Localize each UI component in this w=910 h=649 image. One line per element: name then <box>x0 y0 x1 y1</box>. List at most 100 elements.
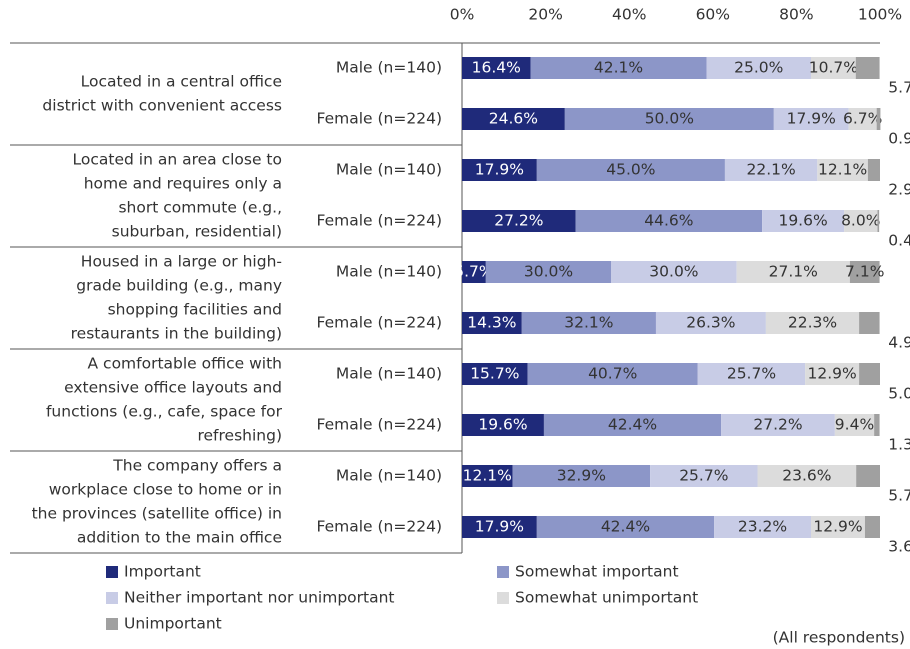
group-label: Housed in a large or high- <box>81 253 282 271</box>
value-label: 25.7% <box>679 467 728 485</box>
row-label: Male (n=140) <box>336 365 442 383</box>
group-label: functions (e.g., cafe, space for <box>46 403 283 421</box>
legend-swatch <box>106 618 118 630</box>
bar-segment <box>714 516 812 538</box>
value-label: 26.3% <box>686 314 735 332</box>
value-label: 24.6% <box>489 110 538 128</box>
legend-label: Somewhat important <box>515 563 679 581</box>
value-label: 0.4% <box>888 232 910 250</box>
value-label: 0.9% <box>888 130 910 148</box>
bar-segment <box>462 57 531 79</box>
x-tick-label: 0% <box>450 6 475 24</box>
group-label: addition to the main office <box>77 529 282 547</box>
group-label: short commute (e.g., <box>118 199 282 217</box>
bar-segment <box>859 363 880 385</box>
bar-segment <box>724 159 818 181</box>
group-label: extensive office layouts and <box>64 379 282 397</box>
bar-segment <box>462 312 522 334</box>
bar-segment <box>817 159 868 181</box>
row-label: Female (n=224) <box>317 416 442 434</box>
group-label: suburban, residential) <box>112 223 282 241</box>
value-label: 23.6% <box>782 467 831 485</box>
bar-segment <box>834 414 875 436</box>
value-label: 12.1% <box>818 161 867 179</box>
value-label: 9.4% <box>835 416 874 434</box>
value-label: 17.9% <box>475 161 524 179</box>
value-label: 1.3% <box>888 436 910 454</box>
value-label: 7.1% <box>845 263 884 281</box>
group-label: Located in an area close to <box>73 151 282 169</box>
bar-segment <box>462 159 537 181</box>
group-label: Located in a central office <box>81 73 282 91</box>
row-label: Female (n=224) <box>317 212 442 230</box>
value-label: 5.0% <box>888 385 910 403</box>
bar-segment <box>706 57 812 79</box>
bar-segment <box>765 312 860 334</box>
value-label: 6.7% <box>843 110 882 128</box>
value-label: 5.7% <box>888 79 910 97</box>
value-label: 19.6% <box>478 416 527 434</box>
value-label: 2.9% <box>888 181 910 199</box>
group-label: The company offers a <box>112 457 282 475</box>
bar-segment <box>564 108 774 130</box>
bar-segment <box>485 261 612 283</box>
value-label: 12.1% <box>463 467 512 485</box>
bar-segment <box>521 312 656 334</box>
value-label: 42.1% <box>594 59 643 77</box>
bar-segment <box>575 210 763 232</box>
row-label: Male (n=140) <box>336 59 442 77</box>
note: (All respondents) <box>773 629 905 647</box>
bar-segment <box>527 363 698 385</box>
legend-swatch <box>106 566 118 578</box>
value-label: 23.2% <box>738 518 787 536</box>
bar-segment <box>462 363 528 385</box>
bar-segment <box>874 414 880 436</box>
value-label: 44.6% <box>644 212 693 230</box>
bar-segment <box>536 159 725 181</box>
x-tick-label: 80% <box>779 6 813 24</box>
legend-label: Somewhat unimportant <box>515 589 698 607</box>
bar-segment <box>462 516 537 538</box>
x-tick-label: 40% <box>612 6 646 24</box>
group-label: district with convenient access <box>42 97 282 115</box>
bar-segment <box>536 516 715 538</box>
value-label: 12.9% <box>808 365 857 383</box>
bar-segment <box>849 261 880 283</box>
legend-label: Neither important nor unimportant <box>124 589 395 607</box>
bar-segment <box>462 465 513 487</box>
bar-segment <box>773 108 849 130</box>
group-label: restaurants in the building) <box>71 325 282 343</box>
value-label: 30.0% <box>524 263 573 281</box>
row-label: Female (n=224) <box>317 518 442 536</box>
value-label: 42.4% <box>608 416 657 434</box>
value-label: 25.0% <box>734 59 783 77</box>
bar-segment <box>859 312 880 334</box>
bar-segment <box>462 210 576 232</box>
bar-segment <box>855 57 880 79</box>
value-label: 19.6% <box>778 212 827 230</box>
value-label: 27.2% <box>753 416 802 434</box>
bar-segment <box>757 465 857 487</box>
value-label: 16.4% <box>472 59 521 77</box>
value-label: 22.1% <box>746 161 795 179</box>
x-tick-label: 20% <box>528 6 562 24</box>
row-label: Female (n=224) <box>317 314 442 332</box>
legend-label: Important <box>124 563 201 581</box>
group-label: the provinces (satellite office) in <box>32 505 282 523</box>
row-label: Male (n=140) <box>336 467 442 485</box>
value-label: 5.7% <box>888 487 910 505</box>
bar-segment <box>650 465 758 487</box>
bar-segment <box>848 108 877 130</box>
value-label: 12.9% <box>813 518 862 536</box>
bar-segment <box>530 57 707 79</box>
bar-segment <box>462 108 565 130</box>
value-label: 17.9% <box>787 110 836 128</box>
group-label: refreshing) <box>197 427 282 445</box>
bar-segment <box>876 108 881 130</box>
row-label: Male (n=140) <box>336 263 442 281</box>
value-label: 14.3% <box>467 314 516 332</box>
x-tick-label: 60% <box>696 6 730 24</box>
bar-segment <box>512 465 651 487</box>
value-label: 50.0% <box>645 110 694 128</box>
